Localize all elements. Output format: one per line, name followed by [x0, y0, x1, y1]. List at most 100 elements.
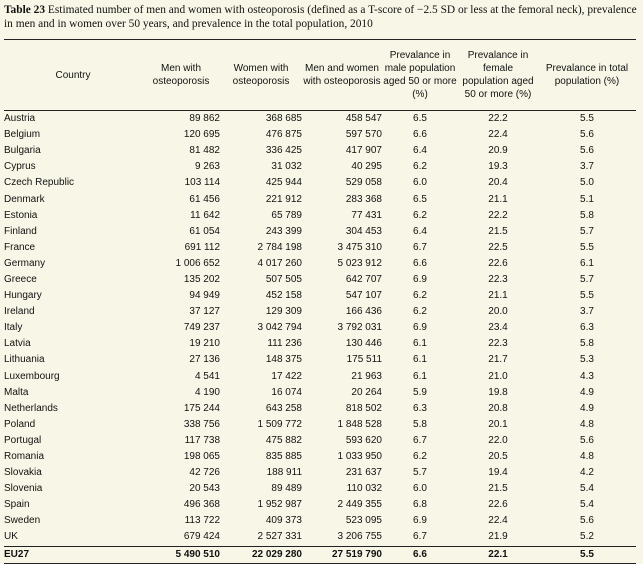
cell-total-persons: 40 295 — [351, 161, 382, 173]
cell-men: 61 456 — [189, 193, 220, 205]
cell-country: UK — [4, 531, 18, 543]
cell-women: 452 158 — [265, 290, 302, 302]
cell-women: 368 685 — [265, 113, 302, 125]
cell-prev-female: 23.4 — [488, 322, 508, 334]
table-row: Germany 1 006 652 4 017 260 5 023 912 6.6 22.… — [4, 256, 636, 272]
table-row: Ireland 37 127 129 309 166 436 6.2 20.0 3.7 — [4, 304, 636, 320]
cell-prev-total: 5.4 — [580, 499, 594, 511]
cell-prev-female: 22.4 — [488, 129, 508, 141]
cell-country: Luxembourg — [4, 370, 60, 382]
cell-men: 4 190 — [194, 386, 220, 398]
cell-total-persons: 2 449 355 — [337, 499, 383, 511]
cell-prev-total: 4.2 — [580, 467, 594, 479]
cell-prev-total: 4.8 — [580, 418, 594, 430]
cell-prev-total: 5.6 — [580, 145, 594, 157]
table-row: Estonia 11 642 65 789 77 431 6.2 22.2 5.8 — [4, 208, 636, 224]
cell-prev-total: 4.9 — [580, 402, 594, 414]
cell-total-persons: 818 502 — [345, 402, 382, 414]
table-row: Malta 4 190 16 074 20 264 5.9 19.8 4.9 — [4, 385, 636, 401]
table-row: Finland 61 054 243 399 304 453 6.4 21.5 5.7 — [4, 224, 636, 240]
cell-men: 61 054 — [189, 225, 220, 237]
cell-women: 1 952 987 — [257, 499, 303, 511]
cell-prev-female: 22.3 — [488, 338, 508, 350]
cell-prev-total: 5.1 — [580, 193, 594, 205]
table-row: UK 679 424 2 527 331 3 206 755 6.7 21.9 5.2 — [4, 529, 636, 546]
cell-women: 221 912 — [265, 193, 302, 205]
cell-total-persons: 231 637 — [345, 467, 382, 479]
cell-prev-male: 6.5 — [413, 113, 427, 125]
cell-prev-female: 21.5 — [488, 225, 508, 237]
cell-total-persons: 130 446 — [345, 338, 382, 350]
cell-prev-total: 5.8 — [580, 338, 594, 350]
table-caption-text: Estimated number of men and women with o… — [4, 4, 637, 30]
cell-prev-total: 4.3 — [580, 370, 594, 382]
table-row: Sweden 113 722 409 373 523 095 6.9 22.4 5.6 — [4, 513, 636, 529]
cell-prev-total: 5.7 — [580, 273, 594, 285]
cell-total-persons: 1 848 528 — [337, 418, 383, 430]
cell-prev-female: 22.2 — [488, 113, 508, 125]
cell-total-persons: 3 206 755 — [337, 531, 383, 543]
cell-total-persons: 110 032 — [346, 483, 382, 495]
cell-prev-male: 6.2 — [413, 306, 427, 318]
table-row: Slovakia 42 726 188 911 231 637 5.7 19.4 4.2 — [4, 465, 636, 481]
table-row: Italy 749 237 3 042 794 3 792 031 6.9 23.4 6.3 — [4, 320, 636, 336]
cell-men: 27 136 — [189, 354, 220, 366]
cell-prev-male: 6.6 — [413, 257, 427, 269]
cell-country: Germany — [4, 257, 46, 269]
total-row: EU27 5 490 510 22 029 280 27 519 790 6.6 22.1… — [4, 545, 636, 564]
header-row: Country Men with osteoporosis Women with… — [4, 39, 636, 111]
cell-prev-total: 5.2 — [580, 531, 594, 543]
cell-prev-female: 20.8 — [488, 402, 508, 414]
cell-total-persons: 458 547 — [345, 113, 382, 125]
cell-men: 198 065 — [183, 451, 220, 463]
table-row: Austria 89 862 368 685 458 547 6.5 22.2 5.5 — [4, 111, 636, 128]
cell-men: 175 244 — [183, 402, 220, 414]
cell-women: 507 505 — [265, 273, 302, 285]
cell-total-persons: 27 519 790 — [302, 545, 382, 564]
cell-prev-female: 22.5 — [488, 241, 508, 253]
cell-prev-total: 5.6 — [580, 129, 594, 141]
cell-total-persons: 20 264 — [351, 386, 382, 398]
cell-prev-total: 5.5 — [580, 290, 594, 302]
cell-total-persons: 166 436 — [345, 306, 382, 318]
cell-prev-female: 22.0 — [488, 434, 508, 446]
header-prevalence-male: Prevalance in male population aged 50 or… — [382, 39, 458, 111]
cell-prev-male: 6.1 — [413, 338, 427, 350]
cell-men: 20 543 — [189, 483, 220, 495]
table-row: Slovenia 20 543 89 489 110 032 6.0 21.5 5.4 — [4, 481, 636, 497]
table-label: Table 23 — [4, 4, 46, 16]
cell-prev-male: 6.7 — [413, 531, 427, 543]
cell-prev-male: 6.1 — [413, 370, 427, 382]
table-row: Cyprus 9 263 31 032 40 295 6.2 19.3 3.7 — [4, 159, 636, 175]
cell-prev-female: 20.1 — [488, 418, 508, 430]
cell-men: 89 862 — [189, 113, 220, 125]
cell-men: 5 490 510 — [142, 545, 220, 564]
cell-country: France — [4, 241, 36, 253]
cell-prev-female: 22.3 — [488, 273, 508, 285]
cell-total-persons: 304 453 — [345, 225, 382, 237]
cell-total-persons: 642 707 — [345, 273, 382, 285]
cell-prev-female: 22.4 — [488, 515, 508, 527]
table-body: Austria 89 862 368 685 458 547 6.5 22.2 5.5 Bel… — [4, 111, 636, 564]
table-row: Netherlands 175 244 643 258 818 502 6.3 20.8 4… — [4, 401, 636, 417]
cell-prev-male: 6.9 — [413, 322, 427, 334]
cell-prev-total: 5.7 — [580, 225, 594, 237]
cell-total-persons: 417 907 — [345, 145, 382, 157]
cell-women: 16 074 — [271, 386, 302, 398]
cell-total-persons: 523 095 — [345, 515, 382, 527]
cell-country: Finland — [4, 225, 37, 237]
cell-total-persons: 593 620 — [345, 434, 382, 446]
cell-country: Denmark — [4, 193, 45, 205]
header-men: Men with osteoporosis — [142, 39, 220, 111]
table-row: Spain 496 368 1 952 987 2 449 355 6.8 22.6 5.4 — [4, 497, 636, 513]
cell-country: Spain — [4, 499, 30, 511]
cell-total-persons: 5 023 912 — [337, 257, 383, 269]
osteoporosis-table: Country Men with osteoporosis Women with… — [4, 39, 636, 564]
cell-country: EU27 — [4, 545, 142, 564]
cell-country: Romania — [4, 451, 45, 463]
table-row: Lithuania 27 136 148 375 175 511 6.1 21.7 5.3 — [4, 352, 636, 368]
cell-country: Lithuania — [4, 354, 45, 366]
cell-prev-male: 5.9 — [413, 386, 427, 398]
cell-prev-female: 21.1 — [488, 193, 508, 205]
cell-total-persons: 597 570 — [345, 129, 382, 141]
